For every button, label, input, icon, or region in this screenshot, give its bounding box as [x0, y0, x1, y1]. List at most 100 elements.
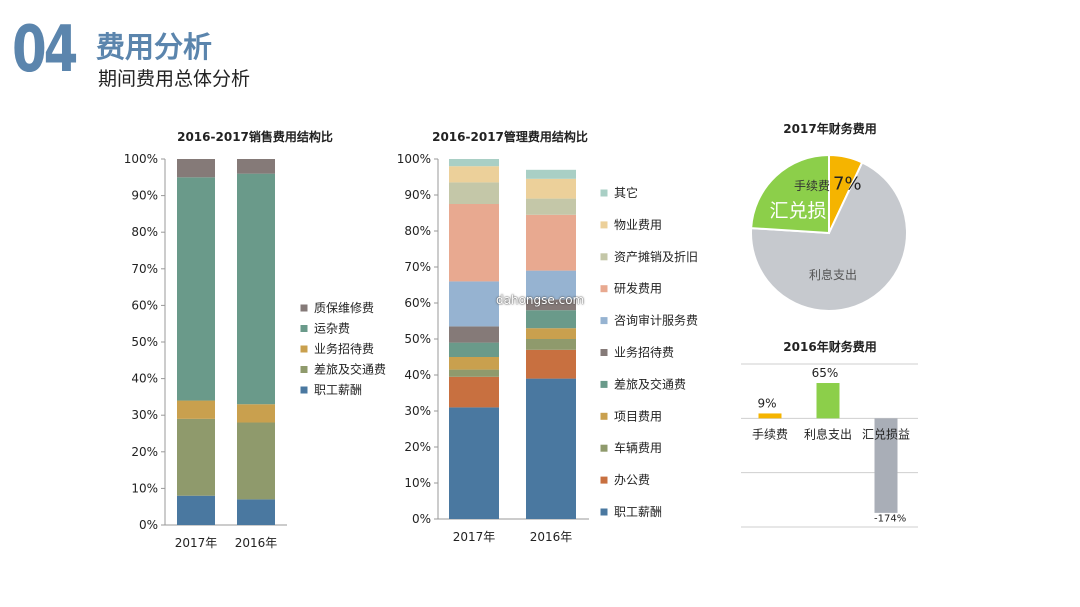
- sales-legend-label: 差旅及交通费: [314, 362, 386, 377]
- sales-y-tick-label: 30%: [131, 408, 158, 422]
- admin-legend-label: 办公费: [614, 472, 650, 487]
- admin-bar-segment: [449, 182, 499, 204]
- sales-legend-label: 运杂费: [314, 322, 350, 336]
- pie-data-label: 7%: [833, 174, 862, 195]
- admin-bar-segment: [526, 339, 576, 350]
- admin-bar-segment: [449, 166, 499, 183]
- sales-y-tick-label: 10%: [131, 481, 158, 495]
- finance2016-data-label: 65%: [812, 366, 839, 380]
- admin-legend-label: 职工薪酬: [614, 505, 662, 519]
- admin-legend-label: 车辆费用: [614, 440, 662, 455]
- finance2016-category-label: 手续费: [752, 427, 788, 441]
- admin-bar-segment: [449, 376, 499, 408]
- admin-legend-swatch: [600, 317, 608, 325]
- finance2017-chart-title: 2017年财务费用: [783, 122, 877, 136]
- sales-legend-swatch: [300, 304, 308, 312]
- sales-y-tick-label: 60%: [131, 298, 158, 312]
- sales-legend-label: 质保维修费: [314, 300, 374, 315]
- pie-slice: [750, 161, 908, 312]
- sales-legend-swatch: [300, 345, 308, 353]
- admin-y-tick-label: 10%: [404, 476, 431, 490]
- admin-legend-swatch: [600, 508, 608, 516]
- admin-legend-label: 其它: [614, 185, 638, 200]
- admin-bar-segment: [449, 342, 499, 357]
- admin-bar-segment: [526, 270, 576, 300]
- admin-bar-segment: [526, 328, 576, 339]
- pie-label: 汇兑损: [769, 200, 826, 222]
- admin-y-tick-label: 80%: [404, 224, 431, 238]
- admin-y-tick-label: 40%: [404, 368, 431, 382]
- sales-y-tick-label: 40%: [131, 372, 158, 386]
- sales-legend-swatch: [300, 386, 308, 394]
- finance2016-bar: [874, 418, 898, 513]
- admin-legend-swatch: [600, 476, 608, 484]
- finance2016-bar: [758, 413, 782, 419]
- admin-bar-segment: [526, 169, 576, 179]
- admin-legend-swatch: [600, 444, 608, 452]
- admin-y-tick-label: 70%: [404, 260, 431, 274]
- finance2016-data-label: 9%: [757, 396, 776, 410]
- admin-legend-label: 资产摊销及折旧: [614, 249, 698, 264]
- admin-y-tick-label: 20%: [404, 440, 431, 454]
- admin-bar-segment: [449, 281, 499, 327]
- admin-legend-label: 物业费用: [614, 218, 662, 232]
- sales-x-tick-label: 2017年: [175, 536, 218, 550]
- sales-legend-label: 业务招待费: [314, 341, 374, 356]
- sales-bar-segment: [237, 499, 275, 525]
- finance2016-data-label: -174%: [874, 513, 906, 524]
- pie-slice: [750, 153, 830, 235]
- finance2016-category-label: 汇兑损益: [862, 427, 910, 441]
- sales-legend-label: 职工薪酬: [314, 383, 362, 397]
- sales-bar-segment: [177, 177, 215, 401]
- sales-bar-segment: [177, 400, 215, 419]
- sales-x-tick-label: 2016年: [235, 536, 278, 550]
- admin-x-tick-label: 2016年: [530, 530, 573, 544]
- admin-legend-label: 差旅及交通费: [614, 376, 686, 391]
- admin-y-tick-label: 90%: [404, 188, 431, 202]
- admin-bar-segment: [526, 214, 576, 271]
- admin-bar-segment: [526, 198, 576, 215]
- admin-legend-label: 咨询审计服务费: [614, 313, 698, 328]
- admin-bar-segment: [449, 159, 499, 167]
- admin-x-tick-label: 2017年: [453, 530, 496, 544]
- admin-bar-segment: [526, 299, 576, 311]
- section-number: 04: [12, 13, 78, 87]
- admin-y-tick-label: 50%: [404, 332, 431, 346]
- sales-y-tick-label: 20%: [131, 445, 158, 459]
- sales-legend-swatch: [300, 366, 308, 373]
- admin-bar-segment: [449, 369, 499, 377]
- sales-chart-title: 2016-2017销售费用结构比: [177, 130, 333, 144]
- admin-y-tick-label: 60%: [404, 296, 431, 310]
- admin-bar-segment: [526, 349, 576, 379]
- admin-legend-label: 业务招待费: [614, 345, 674, 360]
- sales-y-tick-label: 90%: [131, 189, 158, 203]
- sales-y-tick-label: 0%: [139, 518, 158, 532]
- sales-bar-segment: [177, 418, 215, 496]
- admin-legend-label: 研发费用: [614, 281, 662, 296]
- finance2016-category-label: 利息支出: [804, 426, 852, 441]
- sales-bar-segment: [177, 159, 215, 178]
- admin-legend-swatch: [600, 412, 608, 420]
- sales-y-tick-label: 50%: [131, 335, 158, 349]
- watermark: dahongse.com: [496, 293, 585, 307]
- admin-y-tick-label: 100%: [397, 152, 431, 166]
- sales-bar-segment: [237, 159, 275, 174]
- admin-bar-segment: [526, 310, 576, 329]
- admin-legend-swatch: [600, 221, 608, 229]
- admin-legend-swatch: [600, 253, 608, 261]
- sales-y-tick-label: 100%: [124, 152, 158, 166]
- sales-legend-swatch: [300, 325, 308, 332]
- admin-bar-segment: [526, 178, 576, 199]
- finance2016-chart-title: 2016年财务费用: [783, 340, 877, 354]
- admin-y-tick-label: 0%: [412, 512, 431, 526]
- sales-bar-segment: [177, 495, 215, 525]
- admin-bar-segment: [449, 326, 499, 343]
- sales-bar-segment: [237, 173, 275, 405]
- page-title: 费用分析: [96, 30, 213, 64]
- admin-legend-swatch: [600, 189, 608, 197]
- pie-label: 利息支出: [809, 267, 857, 282]
- admin-bar-segment: [449, 204, 499, 282]
- sales-y-tick-label: 80%: [131, 225, 158, 239]
- admin-legend-swatch: [600, 285, 608, 293]
